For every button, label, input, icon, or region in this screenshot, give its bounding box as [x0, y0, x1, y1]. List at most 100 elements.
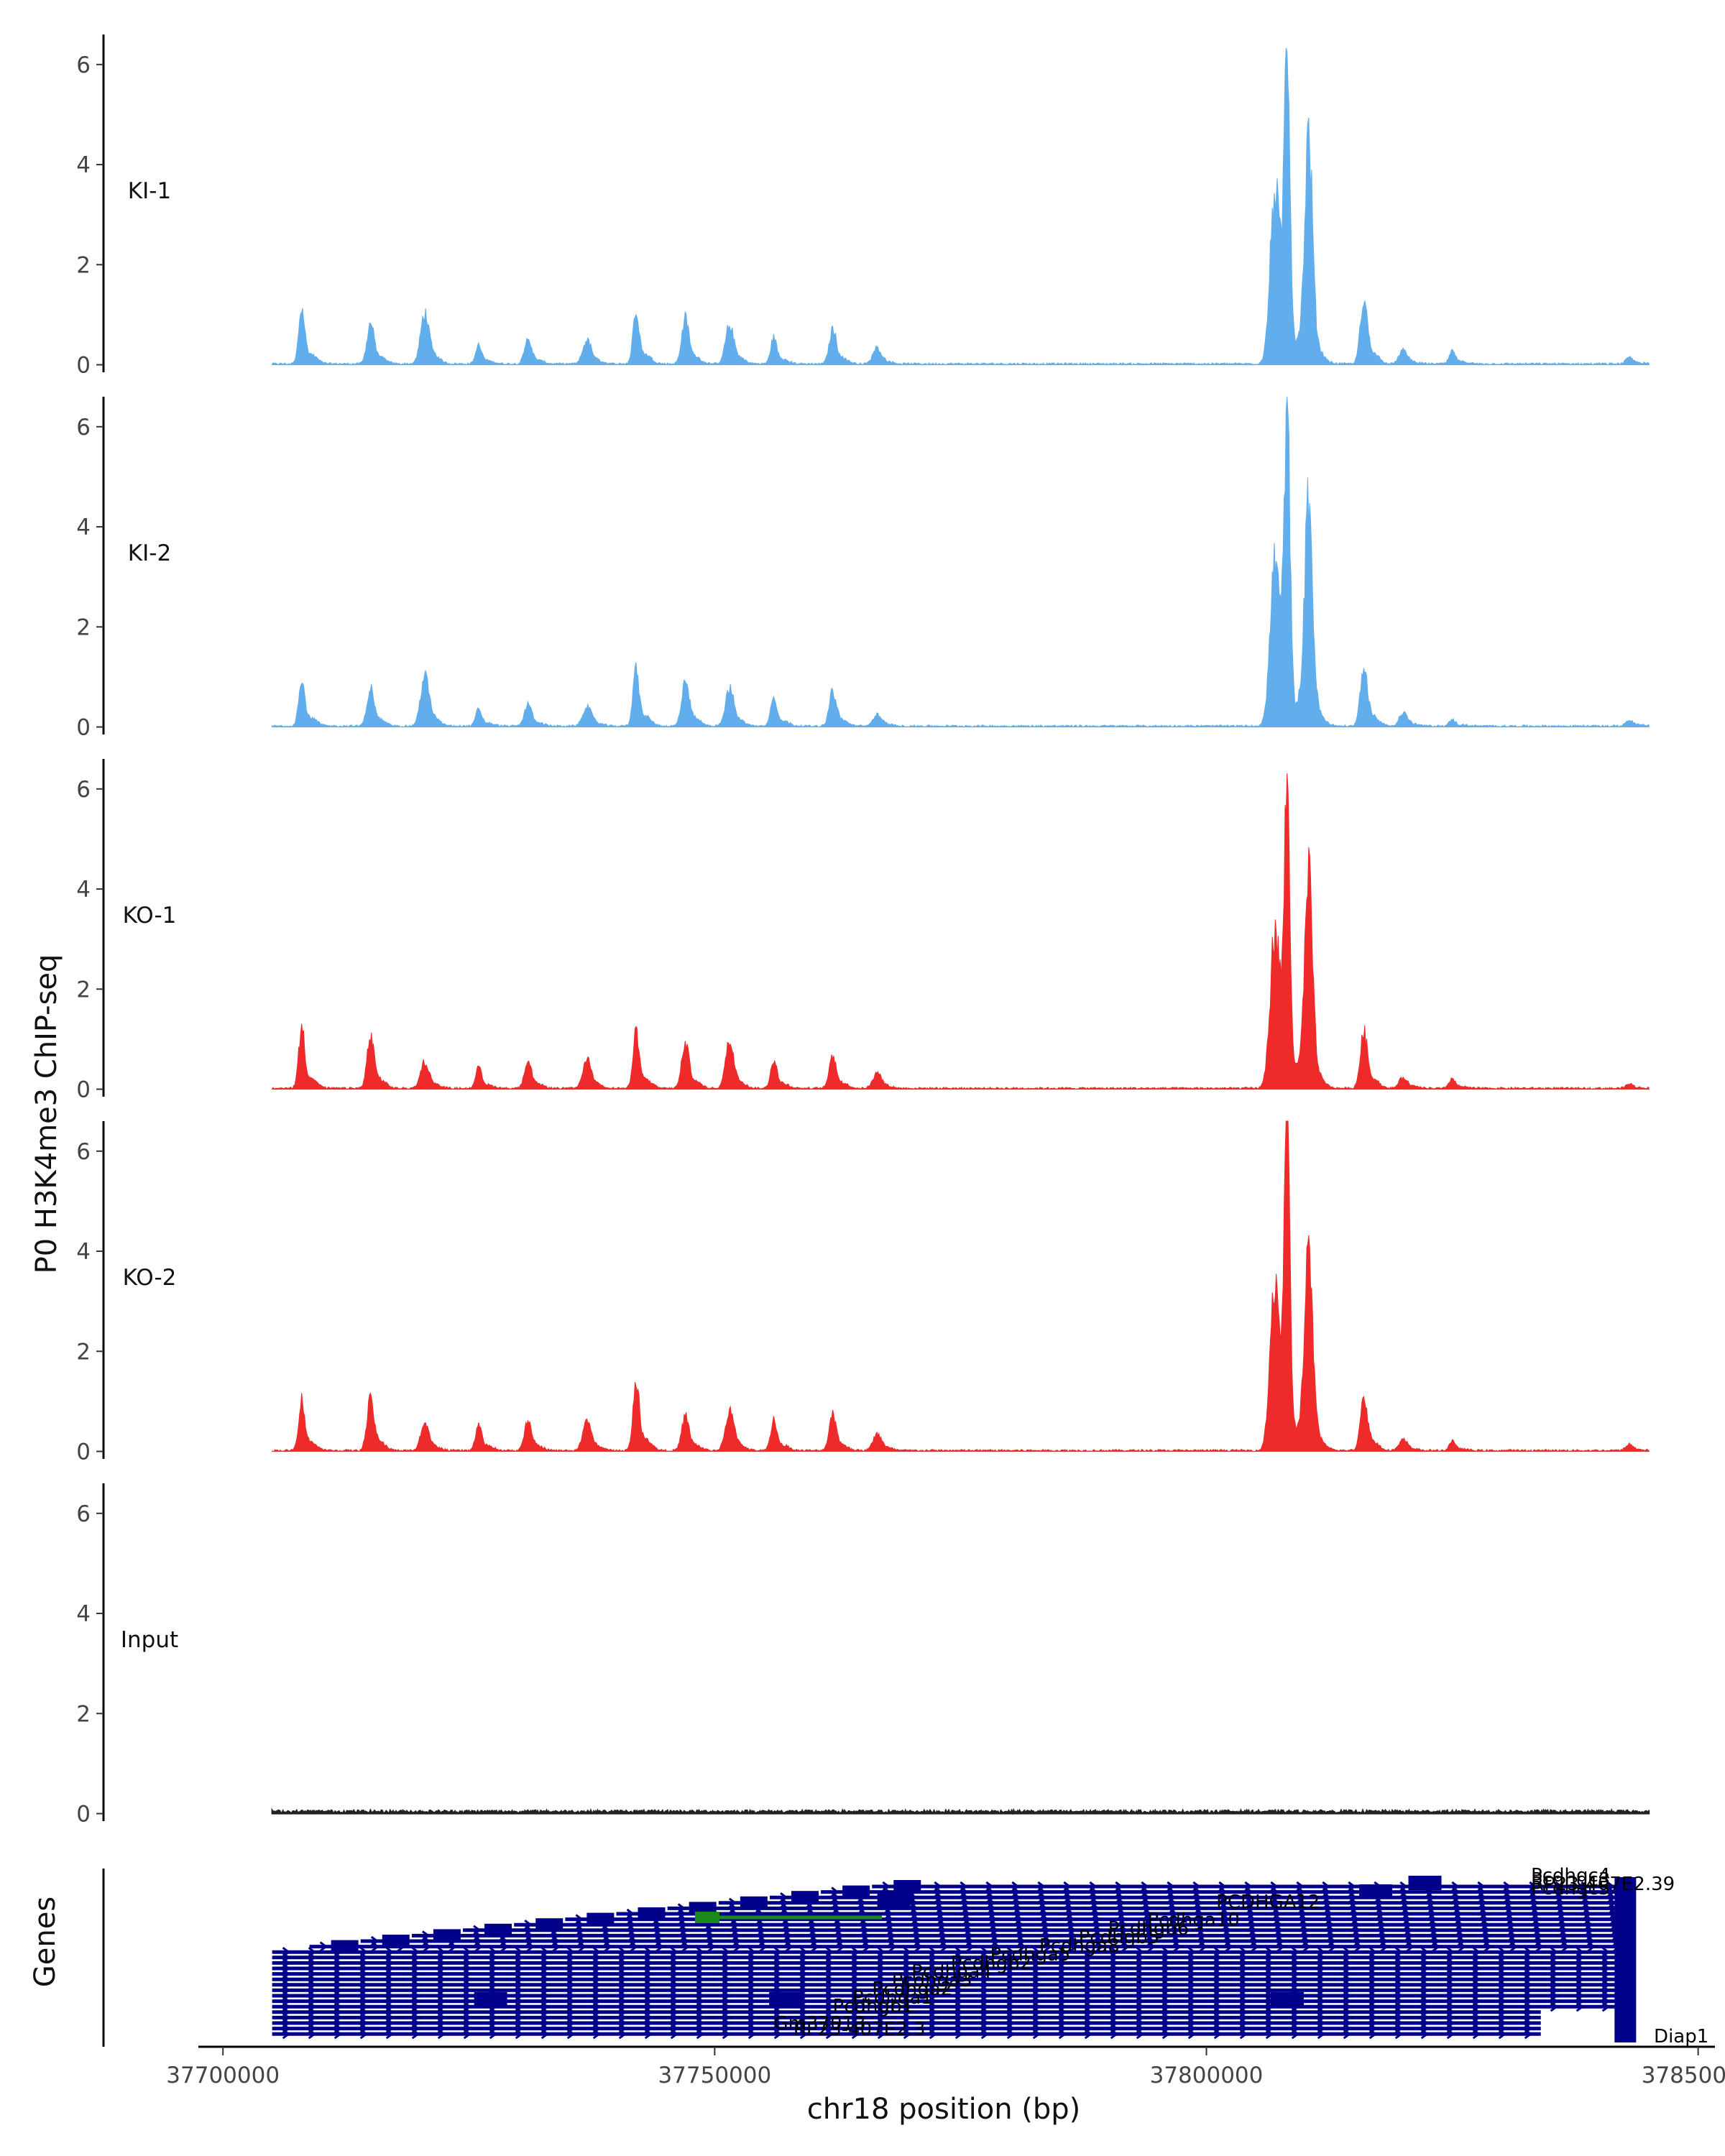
- gene-chevron: [1044, 1941, 1053, 1952]
- gene-chevron: [540, 2029, 550, 2040]
- gene-chevron: [1110, 2029, 1119, 2040]
- gene-label: Pcdhgc4: [1531, 1865, 1610, 1886]
- gene-chevron: [1561, 1941, 1570, 1952]
- gene-chevron: [1251, 1941, 1260, 1952]
- gene-chevron: [1147, 1941, 1156, 1952]
- y-tick-label: 2: [76, 977, 91, 1003]
- signal-area-KO-1: [272, 773, 1650, 1090]
- gene-exon: [484, 1923, 512, 1937]
- gene-chevron: [1239, 2029, 1248, 2040]
- panel-Input: 0 2 4 6 Input: [76, 1483, 1650, 1828]
- gene-chevron: [1018, 1941, 1027, 1952]
- gene-chevron: [980, 2029, 990, 2040]
- gene-exon: [474, 1992, 507, 2007]
- gene-chevron: [1524, 2029, 1533, 2040]
- gene-chevron: [1550, 2001, 1559, 2012]
- gene-chevron: [1601, 2001, 1611, 2012]
- gene-chevron: [1302, 1941, 1312, 1952]
- gene-chevron: [423, 1941, 432, 1952]
- gene-chevron: [1587, 1941, 1596, 1952]
- y-tick-label: 4: [76, 1601, 91, 1627]
- y-tick-label: 0: [76, 1802, 91, 1828]
- gene-chevron: [1213, 2029, 1223, 2040]
- gene-chevron: [578, 1941, 587, 1952]
- gene-chevron: [1535, 1941, 1545, 1952]
- gene-chevron: [592, 2029, 602, 2040]
- gene-chevron: [670, 2029, 679, 2040]
- gene-chevron: [1446, 2029, 1455, 2040]
- gene-chevron: [463, 2029, 472, 2040]
- gene-chevron: [371, 1941, 380, 1952]
- gene-chevron: [515, 2029, 524, 2040]
- gene-chevron: [1380, 1941, 1389, 1952]
- x-tick-label: 37800000: [1150, 2063, 1264, 2088]
- y-tick-label: 2: [76, 252, 91, 278]
- gene-chevron: [785, 1941, 794, 1952]
- panel-KI-2: 0 2 4 6 KI-2: [76, 396, 1650, 741]
- gene-label: PCDHGA12: [1216, 1892, 1320, 1913]
- gene-chevron: [359, 2029, 369, 2040]
- gene-chevron: [1576, 2001, 1585, 2012]
- gene-chevron: [707, 1941, 717, 1952]
- track-label-KO-1: KO-1: [123, 903, 177, 929]
- gene-label: Pcdhga4: [911, 1961, 992, 1983]
- gene-label: Pcdhga10: [1147, 1909, 1239, 1931]
- gene-chevron: [448, 1941, 458, 1952]
- gene-chevron: [825, 2029, 834, 2040]
- gene-chevron: [992, 1941, 1001, 1952]
- gene-exon: [689, 1902, 717, 1915]
- gene-chevron: [1328, 1941, 1338, 1952]
- gene-chevron: [282, 2029, 291, 2040]
- y-tick-label: 0: [76, 1077, 91, 1103]
- panel-KI-1: 0 2 4 6 KI-1: [76, 34, 1650, 379]
- gene-chevron: [1406, 1941, 1415, 1952]
- gene-chevron: [1432, 1941, 1441, 1952]
- gene-chevron: [1509, 1941, 1519, 1952]
- gene-label: Pcdhgb2: [951, 1953, 1032, 1974]
- gene-chevron: [1070, 1941, 1079, 1952]
- genes-track-label: Genes: [29, 1897, 62, 1987]
- panel-KO-2: 0 2 4 6 KO-2: [76, 1120, 1650, 1465]
- gene-label: Pcdhgc5: [1531, 1878, 1610, 1899]
- gene-chevron: [526, 1941, 535, 1952]
- gene-chevron: [799, 2029, 809, 2040]
- gene-chevron: [1187, 2029, 1197, 2040]
- gene-chevron: [1343, 2029, 1352, 2040]
- gene-chevron: [1458, 1941, 1467, 1952]
- track-label-KI-1: KI-1: [128, 178, 171, 204]
- gene-chevron: [1058, 2029, 1067, 2040]
- gene-chevron: [604, 1941, 613, 1952]
- gene-chevron: [1291, 2029, 1300, 2040]
- y-tick-label: 6: [76, 777, 91, 803]
- gene-chevron: [1317, 2029, 1326, 2040]
- gene-chevron: [644, 2029, 653, 2040]
- genes-track: Genes PCDHGA12Pcdhga10Pcdhgb6Pcdhgb5Pcdh…: [29, 1865, 1708, 2047]
- gene-chevron: [696, 2029, 705, 2040]
- panels-group: 0 2 4 6 KI-1 0 2 4 6 KI-2 0 2 4 6 KO-1 0 2 4 6 KO-2 0 2 4 6 Inpu…: [76, 34, 1650, 1828]
- x-tick-label: 37750000: [658, 2063, 771, 2088]
- gene-chevron: [888, 1941, 898, 1952]
- gene-chevron: [656, 1941, 665, 1952]
- gene-exon: [586, 1912, 615, 1926]
- gene-exon: [1359, 1884, 1393, 1899]
- gene-chevron: [851, 2029, 860, 2040]
- gene-chevron: [966, 1941, 975, 1952]
- gene-chevron: [566, 2029, 576, 2040]
- gene-label: Pcdhgb5: [1079, 1927, 1160, 1948]
- gene-chevron: [1225, 1941, 1234, 1952]
- gene-chevron: [1276, 1941, 1286, 1952]
- gene-chevron: [748, 2029, 757, 2040]
- gene-exon: [893, 1880, 921, 1893]
- track-label-KI-2: KI-2: [128, 540, 171, 566]
- gene-chevron: [1136, 2029, 1145, 2040]
- x-tick-label: 37700000: [166, 2063, 280, 2088]
- gene-chevron: [1472, 2029, 1481, 2040]
- signal-area-KI-1: [272, 47, 1650, 366]
- y-tick-label: 4: [76, 152, 91, 178]
- y-tick-label: 0: [76, 715, 91, 741]
- gene-chevron: [334, 2029, 343, 2040]
- gene-chevron: [929, 2029, 938, 2040]
- gene-exon: [638, 1907, 666, 1920]
- gene-exon: [842, 1885, 870, 1899]
